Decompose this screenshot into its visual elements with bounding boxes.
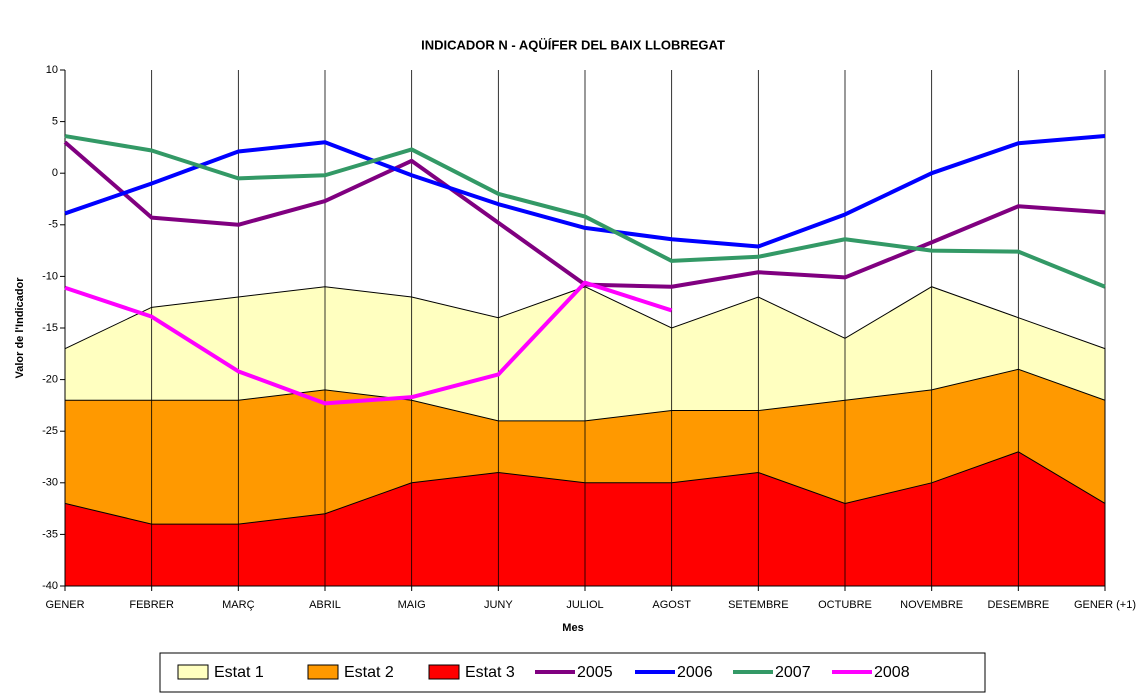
line xyxy=(64,134,1106,249)
legend-label: Estat 1 xyxy=(214,664,264,681)
chart-title: INDICADOR N - AQÜÍFER DEL BAIX LLOBREGAT xyxy=(421,37,725,52)
legend-swatch xyxy=(428,664,460,680)
x-tick-label: GENER (+1) xyxy=(1074,599,1136,611)
y-tick-label: -25 xyxy=(42,425,58,437)
x-tick-label: AGOST xyxy=(652,599,691,611)
legend-label: Estat 2 xyxy=(344,664,394,681)
y-tick-label: -15 xyxy=(42,322,58,334)
y-axis-title: Valor de l'Indicador xyxy=(14,277,26,379)
x-tick-label: NOVEMBRE xyxy=(900,599,963,611)
legend-swatch xyxy=(177,664,209,680)
y-tick-label: 0 xyxy=(52,167,58,179)
y-tick-label: 5 xyxy=(52,116,58,128)
y-tick-label: -30 xyxy=(42,477,58,489)
y-tick-label: -40 xyxy=(42,580,58,592)
x-axis-title: Mes xyxy=(562,622,583,634)
y-tick-label: -20 xyxy=(42,374,58,386)
legend-label: 2006 xyxy=(677,664,713,681)
x-tick-label: JULIOL xyxy=(566,599,603,611)
y-tick-label: -10 xyxy=(42,270,58,282)
line xyxy=(64,134,1106,289)
x-tick-label: GENER xyxy=(45,599,84,611)
x-tick-label: SETEMBRE xyxy=(728,599,789,611)
x-tick-label: MARÇ xyxy=(222,599,254,611)
x-tick-label: OCTUBRE xyxy=(818,599,872,611)
y-tick-label: -5 xyxy=(48,219,58,231)
x-tick-label: DESEMBRE xyxy=(987,599,1049,611)
legend-label: 2005 xyxy=(577,664,613,681)
legend-label: Estat 3 xyxy=(465,664,515,681)
legend-label: 2008 xyxy=(874,664,910,681)
x-tick-label: MAIG xyxy=(398,599,426,611)
x-tick-label: FEBRER xyxy=(129,599,174,611)
x-tick-label: JUNY xyxy=(484,599,513,611)
line xyxy=(64,280,673,406)
x-tick-label: ABRIL xyxy=(309,599,341,611)
y-tick-label: -35 xyxy=(42,528,58,540)
legend-label: 2007 xyxy=(775,664,811,681)
y-tick-label: 10 xyxy=(46,64,58,76)
legend-swatch xyxy=(307,664,339,680)
